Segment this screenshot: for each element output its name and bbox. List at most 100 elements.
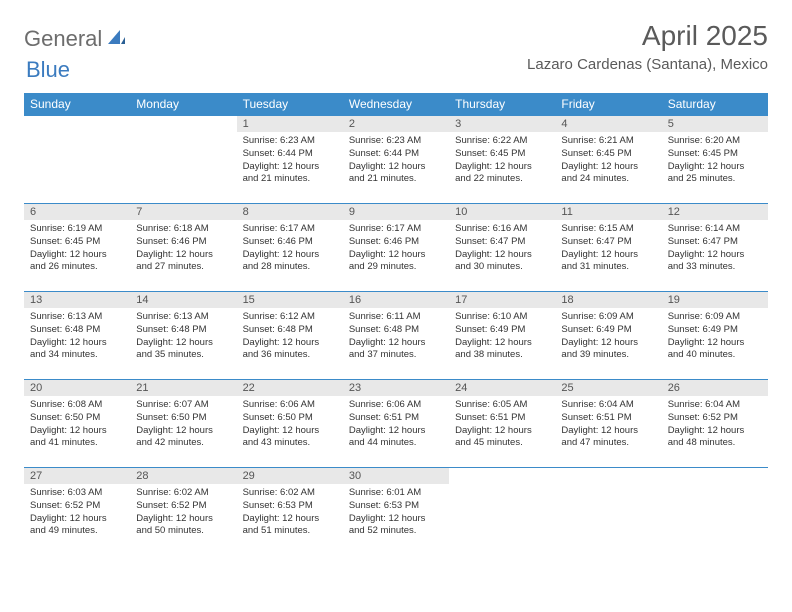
calendar-table: SundayMondayTuesdayWednesdayThursdayFrid…	[24, 93, 768, 555]
day-number: 8	[237, 203, 343, 220]
day-number: 11	[555, 203, 661, 220]
logo-sail-icon	[106, 28, 126, 51]
day-number: 2	[343, 115, 449, 132]
day-number: 9	[343, 203, 449, 220]
day-info: Sunrise: 6:06 AMSunset: 6:51 PMDaylight:…	[343, 396, 449, 454]
calendar-day-header: Tuesday	[237, 93, 343, 115]
day-info: Sunrise: 6:01 AMSunset: 6:53 PMDaylight:…	[343, 484, 449, 542]
day-number: 30	[343, 467, 449, 484]
calendar-day-cell: 3Sunrise: 6:22 AMSunset: 6:45 PMDaylight…	[449, 115, 555, 203]
calendar-day-cell: 2Sunrise: 6:23 AMSunset: 6:44 PMDaylight…	[343, 115, 449, 203]
day-info: Sunrise: 6:08 AMSunset: 6:50 PMDaylight:…	[24, 396, 130, 454]
day-number: 5	[662, 115, 768, 132]
day-info: Sunrise: 6:02 AMSunset: 6:53 PMDaylight:…	[237, 484, 343, 542]
day-info: Sunrise: 6:12 AMSunset: 6:48 PMDaylight:…	[237, 308, 343, 366]
month-title: April 2025	[527, 20, 768, 52]
calendar-day-header: Saturday	[662, 93, 768, 115]
day-number: 1	[237, 115, 343, 132]
calendar-week-row: 27Sunrise: 6:03 AMSunset: 6:52 PMDayligh…	[24, 467, 768, 555]
calendar-day-cell: 27Sunrise: 6:03 AMSunset: 6:52 PMDayligh…	[24, 467, 130, 555]
logo: General	[24, 20, 128, 52]
calendar-day-cell: 26Sunrise: 6:04 AMSunset: 6:52 PMDayligh…	[662, 379, 768, 467]
day-number: 12	[662, 203, 768, 220]
day-info: Sunrise: 6:18 AMSunset: 6:46 PMDaylight:…	[130, 220, 236, 278]
calendar-day-cell: 5Sunrise: 6:20 AMSunset: 6:45 PMDaylight…	[662, 115, 768, 203]
day-number: 6	[24, 203, 130, 220]
calendar-day-cell: 17Sunrise: 6:10 AMSunset: 6:49 PMDayligh…	[449, 291, 555, 379]
day-info: Sunrise: 6:23 AMSunset: 6:44 PMDaylight:…	[237, 132, 343, 190]
day-info: Sunrise: 6:17 AMSunset: 6:46 PMDaylight:…	[237, 220, 343, 278]
day-number: 26	[662, 379, 768, 396]
logo-text-blue: Blue	[26, 57, 70, 82]
day-number: 22	[237, 379, 343, 396]
day-info: Sunrise: 6:13 AMSunset: 6:48 PMDaylight:…	[130, 308, 236, 366]
day-info: Sunrise: 6:07 AMSunset: 6:50 PMDaylight:…	[130, 396, 236, 454]
calendar-day-header: Monday	[130, 93, 236, 115]
day-number: 14	[130, 291, 236, 308]
day-number: 16	[343, 291, 449, 308]
calendar-day-cell: 14Sunrise: 6:13 AMSunset: 6:48 PMDayligh…	[130, 291, 236, 379]
day-number: 17	[449, 291, 555, 308]
calendar-day-cell	[662, 467, 768, 555]
calendar-day-header: Wednesday	[343, 93, 449, 115]
day-number: 4	[555, 115, 661, 132]
calendar-day-header: Thursday	[449, 93, 555, 115]
calendar-day-cell: 23Sunrise: 6:06 AMSunset: 6:51 PMDayligh…	[343, 379, 449, 467]
calendar-day-cell: 13Sunrise: 6:13 AMSunset: 6:48 PMDayligh…	[24, 291, 130, 379]
day-info: Sunrise: 6:23 AMSunset: 6:44 PMDaylight:…	[343, 132, 449, 190]
calendar-day-header: Friday	[555, 93, 661, 115]
day-info: Sunrise: 6:03 AMSunset: 6:52 PMDaylight:…	[24, 484, 130, 542]
day-info: Sunrise: 6:11 AMSunset: 6:48 PMDaylight:…	[343, 308, 449, 366]
day-info: Sunrise: 6:16 AMSunset: 6:47 PMDaylight:…	[449, 220, 555, 278]
day-number: 24	[449, 379, 555, 396]
day-info: Sunrise: 6:09 AMSunset: 6:49 PMDaylight:…	[555, 308, 661, 366]
calendar-day-cell: 22Sunrise: 6:06 AMSunset: 6:50 PMDayligh…	[237, 379, 343, 467]
calendar-day-cell: 4Sunrise: 6:21 AMSunset: 6:45 PMDaylight…	[555, 115, 661, 203]
day-number: 19	[662, 291, 768, 308]
day-number: 20	[24, 379, 130, 396]
calendar-day-cell: 29Sunrise: 6:02 AMSunset: 6:53 PMDayligh…	[237, 467, 343, 555]
day-info: Sunrise: 6:21 AMSunset: 6:45 PMDaylight:…	[555, 132, 661, 190]
day-info: Sunrise: 6:22 AMSunset: 6:45 PMDaylight:…	[449, 132, 555, 190]
day-info: Sunrise: 6:15 AMSunset: 6:47 PMDaylight:…	[555, 220, 661, 278]
calendar-week-row: 20Sunrise: 6:08 AMSunset: 6:50 PMDayligh…	[24, 379, 768, 467]
calendar-day-cell: 12Sunrise: 6:14 AMSunset: 6:47 PMDayligh…	[662, 203, 768, 291]
calendar-day-header: Sunday	[24, 93, 130, 115]
calendar-day-cell: 30Sunrise: 6:01 AMSunset: 6:53 PMDayligh…	[343, 467, 449, 555]
day-info: Sunrise: 6:06 AMSunset: 6:50 PMDaylight:…	[237, 396, 343, 454]
day-number: 18	[555, 291, 661, 308]
calendar-week-row: 13Sunrise: 6:13 AMSunset: 6:48 PMDayligh…	[24, 291, 768, 379]
day-info: Sunrise: 6:19 AMSunset: 6:45 PMDaylight:…	[24, 220, 130, 278]
calendar-day-cell: 21Sunrise: 6:07 AMSunset: 6:50 PMDayligh…	[130, 379, 236, 467]
day-info: Sunrise: 6:20 AMSunset: 6:45 PMDaylight:…	[662, 132, 768, 190]
calendar-day-cell: 8Sunrise: 6:17 AMSunset: 6:46 PMDaylight…	[237, 203, 343, 291]
calendar-day-cell: 15Sunrise: 6:12 AMSunset: 6:48 PMDayligh…	[237, 291, 343, 379]
location-subtitle: Lazaro Cardenas (Santana), Mexico	[527, 56, 768, 73]
calendar-day-cell: 18Sunrise: 6:09 AMSunset: 6:49 PMDayligh…	[555, 291, 661, 379]
title-block: April 2025 Lazaro Cardenas (Santana), Me…	[527, 20, 768, 73]
day-number: 25	[555, 379, 661, 396]
calendar-day-cell: 11Sunrise: 6:15 AMSunset: 6:47 PMDayligh…	[555, 203, 661, 291]
calendar-day-cell	[449, 467, 555, 555]
calendar-day-cell: 24Sunrise: 6:05 AMSunset: 6:51 PMDayligh…	[449, 379, 555, 467]
calendar-day-cell: 1Sunrise: 6:23 AMSunset: 6:44 PMDaylight…	[237, 115, 343, 203]
calendar-day-cell: 19Sunrise: 6:09 AMSunset: 6:49 PMDayligh…	[662, 291, 768, 379]
day-info: Sunrise: 6:05 AMSunset: 6:51 PMDaylight:…	[449, 396, 555, 454]
logo-text-general: General	[24, 26, 102, 52]
day-number: 13	[24, 291, 130, 308]
calendar-day-cell: 9Sunrise: 6:17 AMSunset: 6:46 PMDaylight…	[343, 203, 449, 291]
calendar-body: 1Sunrise: 6:23 AMSunset: 6:44 PMDaylight…	[24, 115, 768, 555]
calendar-day-cell: 10Sunrise: 6:16 AMSunset: 6:47 PMDayligh…	[449, 203, 555, 291]
day-info: Sunrise: 6:14 AMSunset: 6:47 PMDaylight:…	[662, 220, 768, 278]
day-info: Sunrise: 6:13 AMSunset: 6:48 PMDaylight:…	[24, 308, 130, 366]
day-info: Sunrise: 6:04 AMSunset: 6:51 PMDaylight:…	[555, 396, 661, 454]
day-number: 28	[130, 467, 236, 484]
day-number: 23	[343, 379, 449, 396]
calendar-week-row: 6Sunrise: 6:19 AMSunset: 6:45 PMDaylight…	[24, 203, 768, 291]
calendar-day-cell	[555, 467, 661, 555]
day-info: Sunrise: 6:10 AMSunset: 6:49 PMDaylight:…	[449, 308, 555, 366]
day-number: 29	[237, 467, 343, 484]
day-number: 27	[24, 467, 130, 484]
calendar-day-cell: 6Sunrise: 6:19 AMSunset: 6:45 PMDaylight…	[24, 203, 130, 291]
calendar-day-cell: 25Sunrise: 6:04 AMSunset: 6:51 PMDayligh…	[555, 379, 661, 467]
